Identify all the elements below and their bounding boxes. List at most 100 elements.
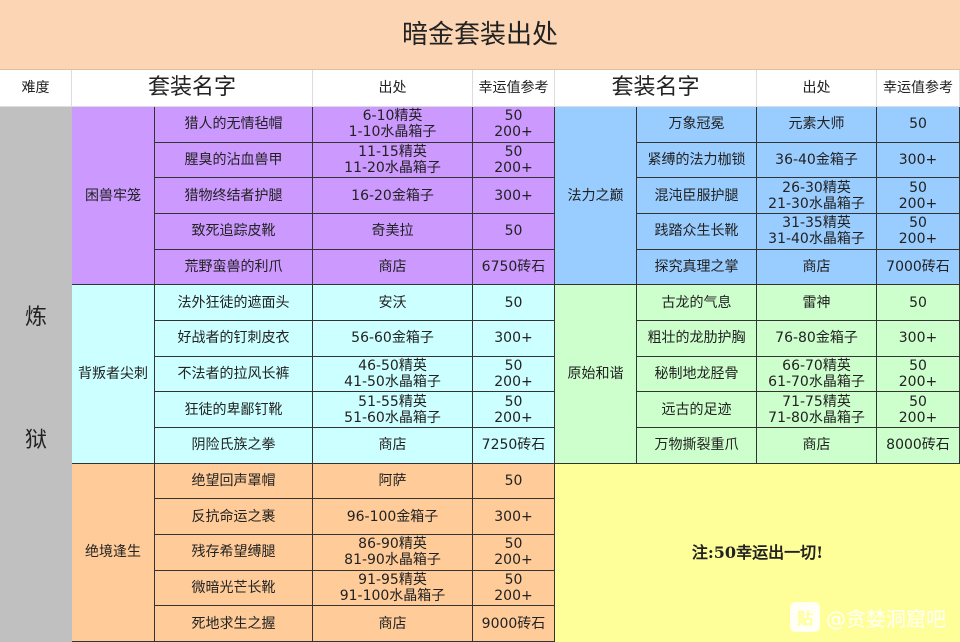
item-luck-line: 200+ (494, 587, 533, 604)
item-name: 狂徒的卑鄙钉靴 (155, 392, 313, 428)
item-source-line: 31-40水晶箱子 (768, 231, 865, 248)
item-source: 66-70精英 61-70水晶箱子 (757, 356, 877, 393)
item-luck-line: 6750砖石 (481, 258, 546, 275)
set-name: 困兽牢笼 (72, 107, 155, 286)
item-luck: 8000砖石 (877, 428, 960, 464)
item-luck: 50 (877, 285, 960, 321)
item-luck: 50 200+ (473, 392, 555, 428)
item-luck: 50 200+ (877, 356, 960, 393)
item-luck: 7250砖石 (473, 428, 555, 464)
item-name: 残存希望缚腿 (155, 535, 313, 571)
item-luck-line: 200+ (494, 159, 533, 176)
item-name: 混沌臣服护腿 (637, 178, 757, 214)
item-source-line: 56-60金箱子 (351, 330, 434, 347)
item-name: 探究真理之掌 (637, 249, 757, 286)
item-name: 微暗光芒长靴 (155, 570, 313, 607)
item-luck-line: 50 (504, 357, 523, 374)
item-luck: 50 200+ (473, 570, 555, 607)
item-source-line: 1-10水晶箱子 (348, 124, 437, 141)
item-name: 死地求生之握 (155, 606, 313, 642)
item-name: 远古的足迹 (637, 392, 757, 428)
item-name: 好战者的钉刺皮衣 (155, 321, 313, 357)
item-luck-line: 200+ (898, 373, 938, 390)
item-luck: 300+ (877, 321, 960, 357)
item-luck: 50 200+ (473, 107, 555, 143)
header-luck-left: 幸运值参考 (473, 70, 555, 107)
item-name: 反抗命运之裹 (155, 499, 313, 535)
item-luck-line: 50 (909, 357, 927, 374)
item-name: 紧缚的法力枷锁 (637, 142, 757, 179)
item-source-line: 31-35精英 (782, 215, 851, 232)
item-luck: 50 (473, 463, 555, 500)
item-source-line: 71-80水晶箱子 (768, 409, 865, 426)
item-name: 粗壮的龙肋护胸 (637, 321, 757, 357)
item-name: 不法者的拉风长裤 (155, 356, 313, 393)
item-luck-line: 200+ (494, 373, 533, 390)
item-source-line: 96-100金箱子 (346, 508, 439, 525)
item-luck-line: 50 (504, 536, 523, 553)
item-source: 11-15精英 11-20水晶箱子 (313, 142, 473, 179)
item-source: 86-90精英 81-90水晶箱子 (313, 535, 473, 571)
item-name: 万物撕裂重爪 (637, 428, 757, 464)
item-source-line: 81-90水晶箱子 (344, 552, 441, 569)
item-source-line: 商店 (802, 258, 831, 275)
item-name: 绝望回声罩帽 (155, 463, 313, 500)
item-source: 商店 (757, 428, 877, 464)
item-luck-line: 200+ (494, 124, 533, 141)
item-name: 践踏众生长靴 (637, 214, 757, 250)
item-source-line: 11-15精英 (358, 143, 427, 160)
item-luck-line: 50 (909, 393, 927, 410)
item-luck-line: 50 (504, 571, 523, 588)
item-luck-line: 300+ (898, 151, 938, 168)
set-name: 背叛者尖刺 (72, 285, 155, 464)
item-luck-line: 50 (909, 116, 927, 133)
item-luck-line: 200+ (898, 231, 938, 248)
item-name: 猎物终结者护腿 (155, 178, 313, 214)
item-source-line: 商店 (378, 615, 407, 632)
item-luck: 50 200+ (877, 214, 960, 250)
item-luck-line: 300+ (494, 508, 533, 525)
header-set-name-right: 套装名字 (555, 70, 757, 107)
item-source-line: 元素大师 (788, 116, 845, 133)
header-luck-right: 幸运值参考 (877, 70, 960, 107)
watermark-text: @贪婪洞窟吧 (826, 606, 946, 631)
difficulty-char: 炼 (24, 305, 47, 331)
item-source: 雷神 (757, 285, 877, 321)
item-source: 元素大师 (757, 107, 877, 143)
set-name: 法力之巅 (555, 107, 637, 286)
item-source-line: 奇美拉 (371, 223, 414, 240)
header-difficulty: 难度 (0, 70, 72, 107)
item-luck: 300+ (473, 321, 555, 357)
item-source: 安沃 (313, 285, 473, 321)
difficulty-cell: 炼 狱 (0, 107, 72, 642)
watermark: 贴 @贪婪洞窟吧 (790, 602, 946, 632)
item-luck-line: 300+ (898, 330, 938, 347)
item-name: 古龙的气息 (637, 285, 757, 321)
item-source-line: 91-95精英 (358, 571, 427, 588)
item-luck-line: 50 (504, 472, 523, 489)
item-luck: 50 (473, 285, 555, 321)
item-source: 6-10精英 1-10水晶箱子 (313, 107, 473, 143)
item-luck: 50 200+ (877, 392, 960, 428)
item-name: 腥臭的沾血兽甲 (155, 142, 313, 179)
note-cell: 注:50幸运出一切! (555, 463, 960, 642)
item-source-line: 6-10精英 (362, 108, 423, 125)
item-source-line: 11-20水晶箱子 (344, 159, 441, 176)
set-name: 绝境逢生 (72, 463, 155, 642)
item-source: 商店 (757, 249, 877, 286)
item-source: 91-95精英 91-100水晶箱子 (313, 570, 473, 607)
item-source-line: 阿萨 (378, 472, 407, 489)
item-source: 31-35精英 31-40水晶箱子 (757, 214, 877, 250)
item-luck-line: 200+ (898, 409, 938, 426)
item-name: 万象冠冕 (637, 107, 757, 143)
item-source: 16-20金箱子 (313, 178, 473, 214)
item-name: 法外狂徒的遮面头 (155, 285, 313, 321)
item-source-line: 商店 (378, 258, 407, 275)
item-luck: 50 200+ (473, 535, 555, 571)
item-source-line: 71-75精英 (782, 393, 851, 410)
item-luck-line: 50 (909, 215, 927, 232)
item-luck-line: 50 (504, 223, 523, 240)
item-source-line: 36-40金箱子 (775, 151, 858, 168)
item-luck-line: 50 (909, 294, 927, 311)
item-source: 36-40金箱子 (757, 142, 877, 179)
